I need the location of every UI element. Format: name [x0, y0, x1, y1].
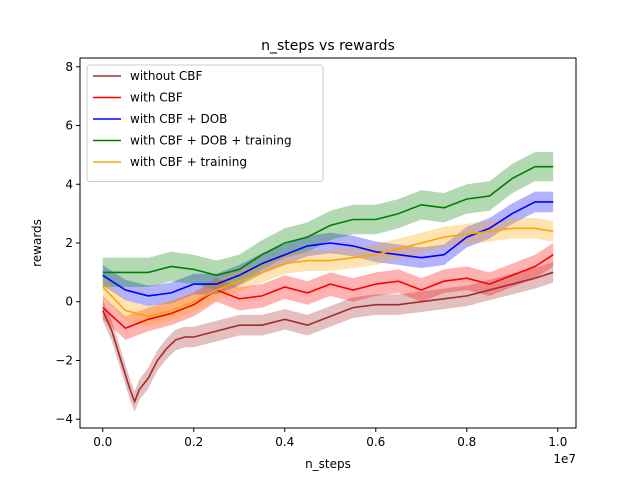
plot-frame	[79, 57, 577, 429]
series-line-4	[102, 227, 554, 318]
x-axis-label: n_steps	[305, 457, 351, 471]
legend-box	[86, 64, 324, 182]
y-tick-label: −4	[55, 412, 73, 426]
y-tick-label: 0	[65, 295, 73, 309]
series-line-3	[102, 165, 554, 277]
x-tick-label: 0.6	[366, 435, 385, 449]
series-band-2	[102, 191, 554, 307]
legend-label: without CBF	[130, 69, 203, 83]
x-axis-offset-label: 1e7	[553, 452, 576, 466]
series-line-0	[102, 271, 554, 404]
x-tick-label: 0.2	[184, 435, 203, 449]
legend: without CBF with CBF with CBF + DOB with CB…	[86, 64, 324, 182]
y-tick-label: −2	[55, 353, 73, 367]
series-band-1	[102, 243, 554, 340]
y-tick-label: 6	[65, 119, 73, 133]
series-band-3	[102, 152, 554, 290]
x-tick-label: 0.0	[93, 435, 112, 449]
series-line-2	[102, 201, 554, 297]
chart-title: n_steps vs rewards	[261, 38, 395, 54]
x-tick-label: 1.0	[548, 435, 567, 449]
series-line-1	[102, 254, 554, 330]
y-axis-label: rewards	[30, 219, 44, 267]
y-tick-label: 2	[65, 236, 73, 250]
x-tick-label: 0.4	[275, 435, 294, 449]
y-tick-label: 8	[65, 60, 73, 74]
legend-label: with CBF + DOB + training	[130, 134, 292, 148]
legend-label: with CBF + DOB	[130, 112, 227, 126]
x-tick-label: 0.8	[457, 435, 476, 449]
series-lines	[102, 165, 554, 404]
y-axis-ticks: −4 −2 0 2 4 6 8	[55, 60, 80, 426]
legend-label: with CBF	[130, 91, 183, 105]
legend-label: with CBF + training	[130, 155, 247, 169]
y-tick-label: 4	[65, 177, 73, 191]
x-axis-ticks: 0.0 0.2 0.4 0.6 0.8 1.0	[93, 428, 567, 449]
series-band-4	[102, 218, 554, 327]
